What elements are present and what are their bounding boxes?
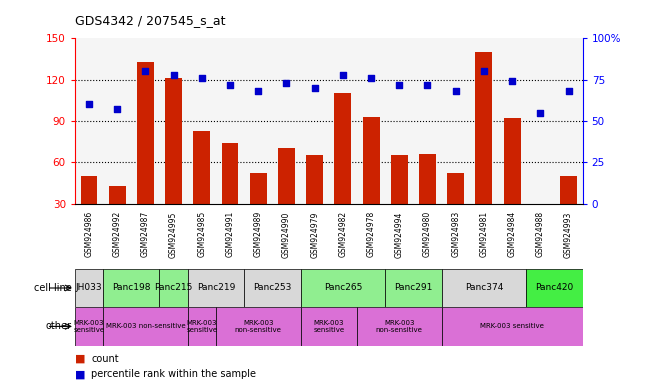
- Bar: [187, 269, 244, 307]
- Text: Panc219: Panc219: [197, 283, 235, 293]
- Point: [197, 75, 207, 81]
- Bar: [335, 93, 352, 245]
- Bar: [244, 269, 301, 307]
- Text: MRK-003 sensitive: MRK-003 sensitive: [480, 323, 544, 329]
- Text: MRK-003
non-sensitive: MRK-003 non-sensitive: [235, 320, 282, 333]
- Text: MRK-003
sensitive: MRK-003 sensitive: [186, 320, 217, 333]
- Bar: [221, 143, 238, 245]
- Point: [450, 88, 461, 94]
- Text: count: count: [91, 354, 118, 364]
- Text: percentile rank within the sample: percentile rank within the sample: [91, 369, 256, 379]
- Point: [422, 81, 433, 88]
- Text: GDS4342 / 207545_s_at: GDS4342 / 207545_s_at: [75, 14, 225, 27]
- Bar: [103, 307, 187, 346]
- Text: MRK-003 non-sensitive: MRK-003 non-sensitive: [105, 323, 185, 329]
- Bar: [526, 269, 583, 307]
- Bar: [250, 173, 267, 245]
- Bar: [81, 176, 98, 245]
- Bar: [441, 307, 583, 346]
- Bar: [103, 269, 159, 307]
- Point: [309, 85, 320, 91]
- Text: ■: ■: [75, 354, 85, 364]
- Bar: [385, 269, 441, 307]
- Bar: [216, 307, 301, 346]
- Point: [535, 109, 546, 116]
- Text: other: other: [46, 321, 72, 331]
- Point: [281, 80, 292, 86]
- Point: [169, 72, 179, 78]
- Point: [507, 78, 518, 84]
- Text: Panc198: Panc198: [112, 283, 150, 293]
- Bar: [301, 269, 385, 307]
- Point: [478, 68, 489, 74]
- Bar: [165, 78, 182, 245]
- Text: ■: ■: [75, 369, 85, 379]
- Bar: [504, 118, 521, 245]
- Point: [338, 72, 348, 78]
- Text: Panc265: Panc265: [324, 283, 362, 293]
- Bar: [109, 185, 126, 245]
- Bar: [447, 173, 464, 245]
- Text: JH033: JH033: [76, 283, 102, 293]
- Bar: [187, 307, 216, 346]
- Point: [394, 81, 404, 88]
- Point: [84, 101, 94, 108]
- Bar: [419, 154, 436, 245]
- Point: [563, 88, 574, 94]
- Text: MRK-003
sensitive: MRK-003 sensitive: [74, 320, 105, 333]
- Text: MRK-003
non-sensitive: MRK-003 non-sensitive: [376, 320, 422, 333]
- Text: MRK-003
sensitive: MRK-003 sensitive: [313, 320, 344, 333]
- Bar: [278, 149, 295, 245]
- Text: Panc374: Panc374: [465, 283, 503, 293]
- Bar: [301, 307, 357, 346]
- Point: [225, 81, 235, 88]
- Bar: [75, 307, 103, 346]
- Point: [253, 88, 264, 94]
- Text: Panc215: Panc215: [154, 283, 193, 293]
- Text: Panc291: Panc291: [395, 283, 432, 293]
- Text: Panc253: Panc253: [253, 283, 292, 293]
- Bar: [391, 156, 408, 245]
- Text: Panc420: Panc420: [535, 283, 574, 293]
- Bar: [560, 176, 577, 245]
- Bar: [363, 117, 380, 245]
- Bar: [357, 307, 441, 346]
- Bar: [159, 269, 187, 307]
- Bar: [75, 269, 103, 307]
- Bar: [475, 52, 492, 245]
- Bar: [193, 131, 210, 245]
- Point: [366, 75, 376, 81]
- Point: [112, 106, 122, 113]
- Bar: [306, 156, 323, 245]
- Bar: [137, 62, 154, 245]
- Text: cell line: cell line: [34, 283, 72, 293]
- Bar: [441, 269, 526, 307]
- Point: [140, 68, 150, 74]
- Bar: [532, 204, 549, 245]
